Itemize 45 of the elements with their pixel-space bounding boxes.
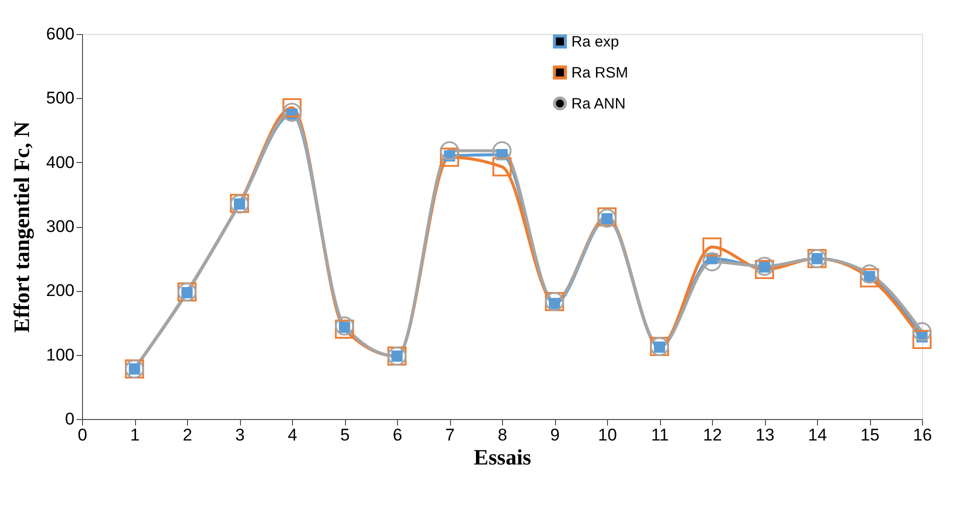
x-tick-label: 14 [808, 426, 827, 444]
y-axis-title: Effort tangentiel Fc, N [9, 121, 34, 333]
x-tick-label: 8 [498, 426, 508, 444]
x-tick-label: 9 [550, 426, 560, 444]
y-tick-label: 600 [46, 24, 74, 44]
y-tick-label: 0 [65, 410, 74, 428]
point [702, 252, 722, 272]
point [282, 98, 302, 118]
point [860, 264, 880, 284]
point [440, 148, 460, 167]
x-axis-title: Essais [474, 444, 532, 470]
x-tick-label: 13 [756, 426, 774, 444]
point [912, 322, 932, 342]
point [334, 316, 354, 336]
point [702, 237, 722, 257]
point [282, 102, 302, 122]
point [492, 141, 512, 160]
y-tick-label: 200 [46, 281, 74, 300]
y-tick-label: 300 [46, 217, 74, 236]
x-tick-label: 10 [598, 426, 617, 444]
x-tick-label: 3 [235, 426, 245, 444]
y-tick-label: 100 [46, 345, 74, 364]
x-tick-label: 16 [913, 426, 932, 444]
x-tick-label: 0 [78, 426, 88, 444]
x-tick-label: 1 [130, 426, 140, 444]
legend-label: Ra RSM [571, 64, 628, 82]
x-tick-label: 15 [860, 426, 880, 444]
point [912, 330, 932, 349]
point [860, 268, 880, 288]
x-tick-label: 6 [392, 426, 402, 444]
x-tick-label: 5 [340, 426, 350, 444]
point [492, 157, 512, 176]
x-tick-label: 2 [182, 426, 192, 444]
point [754, 260, 774, 280]
x-tick-label: 11 [651, 426, 669, 444]
point [334, 320, 354, 339]
x-tick-label: 12 [703, 426, 722, 444]
point [440, 141, 460, 160]
x-tick-label: 7 [445, 426, 455, 444]
x-tick-label: 4 [288, 426, 298, 444]
point [754, 256, 774, 276]
legend-label: Ra exp [571, 34, 619, 50]
legend-label: Ra ANN [571, 96, 626, 112]
y-tick-label: 400 [46, 152, 74, 172]
y-tick-label: 500 [46, 88, 74, 108]
